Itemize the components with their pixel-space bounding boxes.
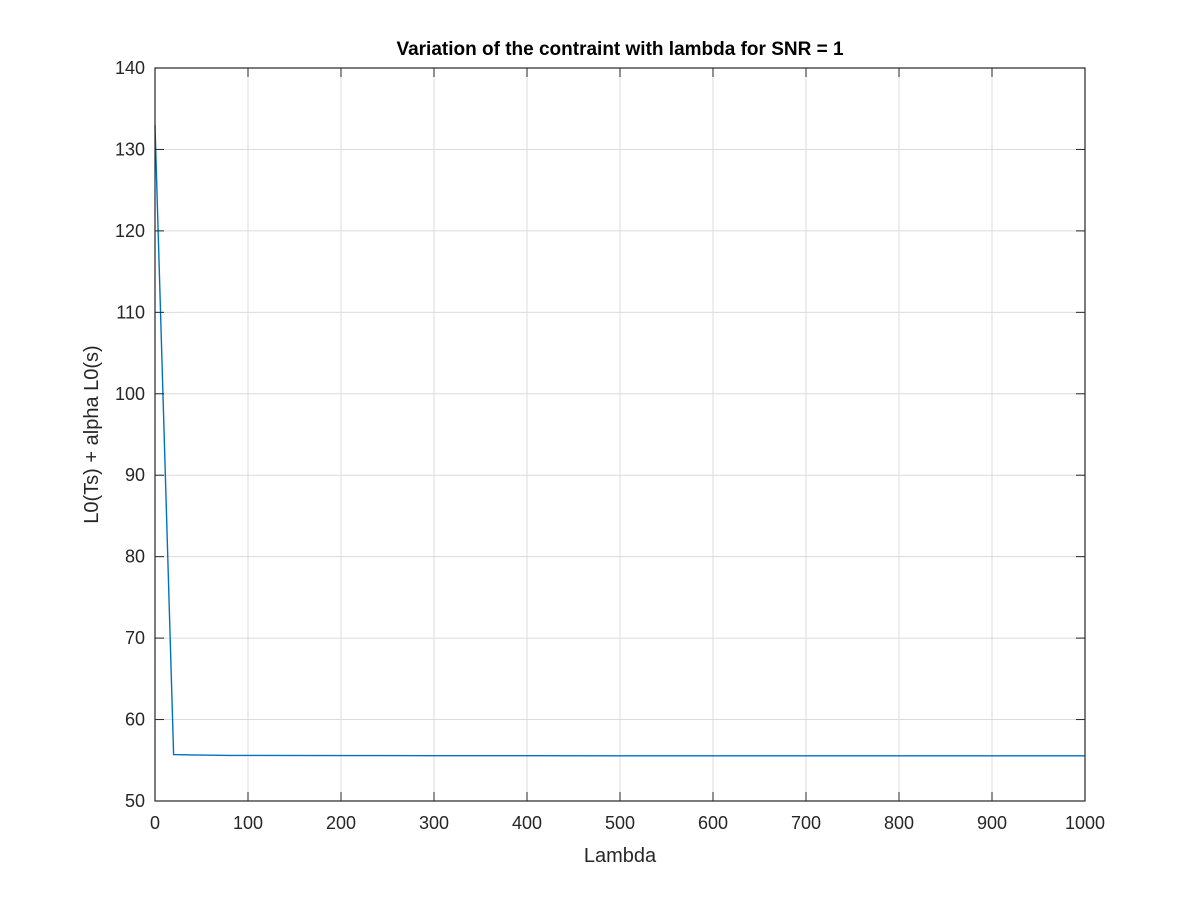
x-tick-label: 1000	[1065, 813, 1105, 833]
y-tick-label: 50	[125, 791, 145, 811]
y-axis-label: L0(Ts) + alpha L0(s)	[81, 345, 103, 523]
y-tick-label: 90	[125, 465, 145, 485]
chart-title: Variation of the contraint with lambda f…	[396, 39, 844, 60]
grid	[155, 68, 1085, 801]
tick-marks	[154, 67, 1086, 802]
y-tick-label: 110	[116, 302, 145, 322]
x-tick-label: 700	[791, 813, 821, 833]
series-layer	[154, 124, 1085, 757]
y-tick-label: 140	[115, 58, 145, 78]
x-tick-label: 300	[419, 813, 449, 833]
x-tick-labels: 0 100 200 300 400 500 600 700 800 900 1000	[150, 813, 1105, 833]
y-tick-label: 100	[115, 384, 145, 404]
y-tick-label: 120	[115, 221, 145, 241]
x-tick-label: 600	[698, 813, 728, 833]
x-tick-label: 100	[233, 813, 263, 833]
y-tick-label: 60	[125, 710, 145, 730]
x-tick-label: 400	[512, 813, 542, 833]
x-tick-label: 0	[150, 813, 160, 833]
x-tick-label: 500	[605, 813, 635, 833]
x-tick-label: 200	[326, 813, 356, 833]
x-tick-label: 900	[977, 813, 1007, 833]
x-axis-label: Lambda	[584, 845, 657, 867]
y-tick-label: 130	[115, 139, 145, 159]
series-line	[154, 124, 1085, 757]
y-tick-label: 70	[125, 628, 145, 648]
y-tick-labels: 50 60 70 80 90 100 110 120 130 140	[115, 58, 145, 811]
y-tick-label: 80	[125, 547, 145, 567]
x-tick-label: 800	[884, 813, 914, 833]
